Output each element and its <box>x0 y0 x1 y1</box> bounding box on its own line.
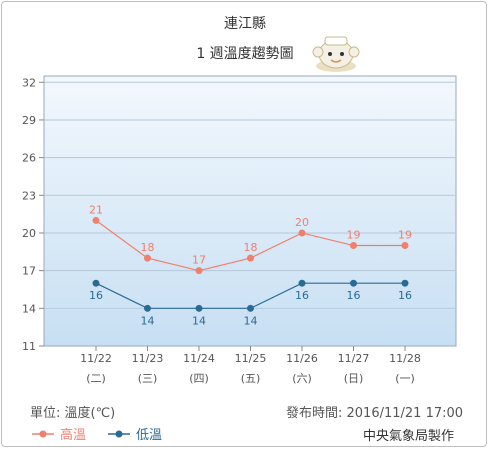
data-label: 14 <box>244 314 258 327</box>
x-tick-label: 11/27 <box>338 352 370 365</box>
data-point <box>92 279 100 287</box>
legend-item-low[interactable]: 低溫 <box>108 424 162 443</box>
data-point <box>92 216 100 224</box>
x-weekday-label: (日) <box>344 372 364 385</box>
published-time: 發布時間: 2016/11/21 17:00 <box>286 406 464 421</box>
y-tick-label: 14 <box>22 302 36 315</box>
unit-label: 單位: 溫度(℃) <box>30 406 116 421</box>
data-label: 20 <box>295 216 309 229</box>
data-point <box>247 254 254 262</box>
data-point <box>401 279 409 287</box>
data-point <box>298 279 306 287</box>
y-tick-label: 20 <box>22 227 36 240</box>
data-point <box>195 267 203 275</box>
data-point <box>350 279 357 287</box>
data-label: 16 <box>89 289 103 302</box>
x-axis: 11/22 (二) 11/23 (三) 11/24 (四) 11/25 (五) 11/26 (六)… <box>80 346 421 385</box>
data-label: 18 <box>244 241 258 254</box>
chart-subtitle: 1 週溫度趨勢圖 <box>196 46 294 62</box>
data-point <box>195 304 203 312</box>
y-tick-label: 23 <box>22 189 36 202</box>
legend-high-label: 高溫 <box>60 428 87 443</box>
data-point <box>298 229 306 237</box>
weather-bureau-mascot-icon <box>312 36 360 72</box>
data-label: 14 <box>141 314 155 327</box>
data-label: 16 <box>347 289 361 302</box>
data-point <box>144 304 151 312</box>
maker-credit: 中央氣象局製作 <box>363 429 455 444</box>
legend-item-high[interactable]: 高溫 <box>32 424 86 443</box>
data-label: 21 <box>89 203 103 216</box>
data-label: 19 <box>398 229 412 242</box>
data-point <box>247 304 254 312</box>
y-tick-label: 32 <box>22 76 36 89</box>
x-tick-label: 11/25 <box>235 352 267 365</box>
x-tick-label: 11/22 <box>80 352 112 365</box>
data-label: 16 <box>398 289 412 302</box>
data-label: 19 <box>347 229 361 242</box>
y-tick-label: 11 <box>22 340 36 353</box>
plot-area <box>43 75 457 347</box>
legend: 高溫 低溫 <box>32 424 184 443</box>
data-point <box>401 242 409 250</box>
data-label: 17 <box>192 254 206 267</box>
gridlines <box>44 81 456 309</box>
chart-title: 連江縣 <box>224 16 266 32</box>
x-weekday-label: (六) <box>292 372 312 385</box>
x-tick-label: 11/26 <box>286 352 318 365</box>
legend-high-marker <box>32 430 54 437</box>
x-weekday-label: (四) <box>189 372 209 385</box>
data-label: 14 <box>192 314 206 327</box>
x-weekday-label: (二) <box>86 372 106 385</box>
legend-low-label: 低溫 <box>136 428 163 443</box>
legend-low-marker <box>108 430 131 437</box>
y-axis: 11 14 17 20 23 26 29 32 <box>22 76 44 353</box>
data-label: 18 <box>141 241 155 254</box>
x-tick-label: 11/23 <box>132 352 164 365</box>
x-weekday-label: (一) <box>395 372 415 385</box>
y-tick-label: 26 <box>22 152 36 165</box>
data-point <box>144 254 151 262</box>
x-weekday-label: (五) <box>241 372 261 385</box>
x-tick-label: 11/28 <box>389 352 421 365</box>
y-tick-label: 29 <box>22 114 36 127</box>
x-tick-label: 11/24 <box>183 352 215 365</box>
series-layer: 21 18 17 18 20 19 19 16 14 14 14 16 16 16 <box>89 203 412 327</box>
data-label: 16 <box>295 289 309 302</box>
y-tick-label: 17 <box>22 265 36 278</box>
x-weekday-label: (三) <box>138 372 158 385</box>
data-point <box>350 242 357 250</box>
